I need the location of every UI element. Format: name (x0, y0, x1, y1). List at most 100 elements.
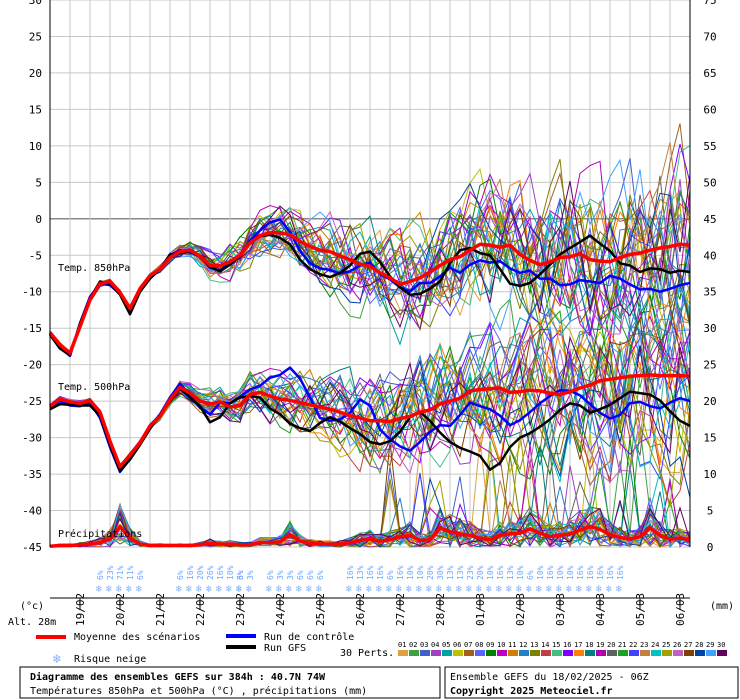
snowflake-icon: ❄ (346, 584, 353, 595)
snowflake-icon: ❄ (206, 584, 213, 595)
pert-swatch (508, 650, 518, 656)
pert-number: 02 (409, 641, 417, 649)
right-tick-label: 65 (703, 67, 716, 80)
pert-number: 06 (453, 641, 461, 649)
right-tick-label: 10 (703, 468, 716, 481)
snow-risk-pct: 23% (106, 565, 115, 580)
pert-swatch (552, 650, 562, 656)
pert-number: 15 (552, 641, 560, 649)
snow-risk-pct: 3% (236, 570, 245, 580)
x-tick-label: 19/02 (74, 593, 87, 626)
pert-number: 09 (486, 641, 494, 649)
right-tick-label: 5 (707, 505, 714, 518)
snowflake-icon: ❄ (606, 584, 613, 595)
snow-risk-pct: 10% (226, 565, 235, 580)
left-tick-label: 20 (29, 67, 42, 80)
snow-risk-pct: 10% (416, 565, 425, 580)
snowflake-icon: ❄ (176, 584, 183, 595)
snow-risk-pct: 6% (136, 570, 145, 580)
pert-number: 21 (618, 641, 626, 649)
left-tick-label: 0 (35, 213, 42, 226)
chart-title: Diagramme des ensembles GEFS sur 384h : … (30, 671, 326, 683)
snow-risk-pct: 6% (316, 570, 325, 580)
pert-number: 27 (684, 641, 692, 649)
pert-swatch (662, 650, 672, 656)
series-precip-mean (49, 524, 691, 549)
pert-number: 25 (662, 641, 670, 649)
pert-number: 24 (651, 641, 659, 649)
snowflake-icon: ❄ (426, 584, 433, 595)
pert-number: 18 (585, 641, 593, 649)
pert-swatch (409, 650, 419, 656)
snowflake-icon: ❄ (466, 584, 473, 595)
right-tick-label: 45 (703, 213, 716, 226)
snow-risk-pct: 30% (436, 565, 445, 580)
pert-swatch (431, 650, 441, 656)
snowflake-icon: ❄ (106, 584, 113, 595)
snow-risk-pct: 6% (526, 570, 535, 580)
pert-number: 14 (541, 641, 549, 649)
snow-risk-pct: 6% (266, 570, 275, 580)
snowflake-icon: ❄ (186, 584, 193, 595)
snowflake-icon: ❄ (226, 584, 233, 595)
pert-swatch (596, 650, 606, 656)
axes: 302520151050-5-10-15-20-25-30-35-40-4575… (22, 0, 717, 626)
pert-swatch (717, 650, 727, 656)
pert-number: 23 (640, 641, 648, 649)
right-tick-label: 30 (703, 322, 716, 335)
right-tick-label: 75 (703, 0, 716, 7)
pert-swatch (651, 650, 661, 656)
perts-legend: 01 02 03 04 05 06 07 08 09 10 11 12 13 14 15 16 17 18 19 20… (398, 641, 727, 656)
pert-swatch (673, 650, 683, 656)
pert-swatch (640, 650, 650, 656)
legend-snow-label: Risque neige (74, 654, 146, 665)
pert-swatch (618, 650, 628, 656)
pert-swatch (475, 650, 485, 656)
pert-number: 11 (508, 641, 516, 649)
left-tick-label: 15 (29, 103, 42, 116)
pert-number: 12 (519, 641, 527, 649)
snow-risk-pct: 16% (606, 565, 615, 580)
right-tick-label: 60 (703, 103, 716, 116)
pert-swatch (530, 650, 540, 656)
pert-swatch (684, 650, 694, 656)
pert-swatch (442, 650, 452, 656)
right-tick-label: 20 (703, 395, 716, 408)
snow-risk-pct: 6% (296, 570, 305, 580)
snow-risk-pct: 3% (246, 570, 255, 580)
snow-risk-pct: 16% (596, 565, 605, 580)
x-tick-label: 26/02 (354, 593, 367, 626)
snow-risk-pct: 6% (236, 570, 245, 580)
legend-mean-label: Moyenne des scénarios (74, 631, 200, 643)
snow-risk-pct: 10% (406, 565, 415, 580)
series-t500-mean (48, 373, 691, 469)
snow-risk-pct: 16% (346, 565, 355, 580)
left-tick-label: 10 (29, 140, 42, 153)
right-tick-label: 55 (703, 140, 716, 153)
snowflake-icon: ❄ (236, 584, 243, 595)
snowflake-icon: ❄ (396, 584, 403, 595)
title-box (19, 666, 441, 699)
snow-risk-pct: 16% (616, 565, 625, 580)
snowflake-icon: ❄ (576, 584, 583, 595)
snowflake-icon: ❄ (376, 584, 383, 595)
snowflake-icon: ❄ (266, 584, 273, 595)
pert-number: 29 (706, 641, 714, 649)
snowflake-icon: ❄ (366, 584, 373, 595)
snowflake-icon: ❄ (386, 584, 393, 595)
snow-risk-pct: 3% (276, 570, 285, 580)
left-tick-label: -20 (22, 359, 42, 372)
main-series (48, 218, 691, 549)
x-tick-label: 28/02 (434, 593, 447, 626)
snow-risk-pct: 16% (366, 565, 375, 580)
left-tick-label: -35 (22, 468, 42, 481)
pert-swatch (453, 650, 463, 656)
snowflake-icon: ❄ (216, 584, 223, 595)
snowflake-icon: ❄ (526, 584, 533, 595)
snow-risk-pct: 13% (456, 565, 465, 580)
left-axis-unit: (°c) (20, 601, 44, 612)
snowflake-icon: ❄ (476, 584, 483, 595)
pert-number: 01 (398, 641, 406, 649)
snowflake-icon: ❄ (236, 584, 243, 595)
